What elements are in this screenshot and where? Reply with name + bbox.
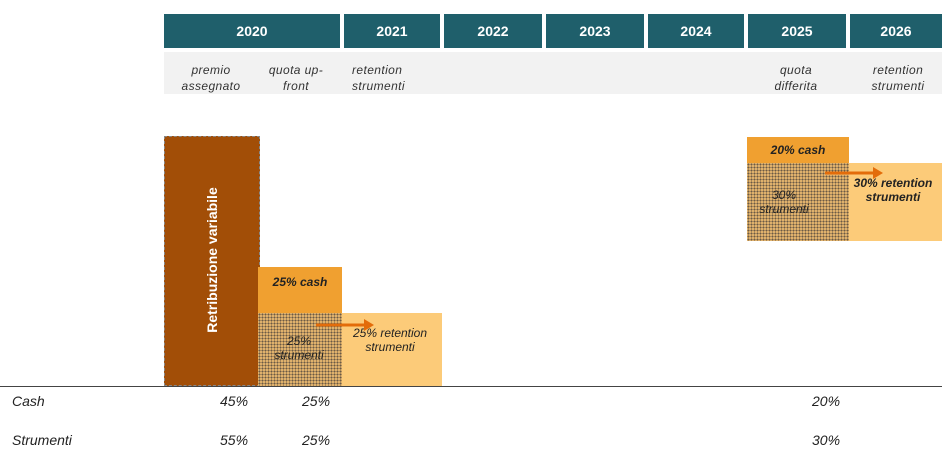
year-label: 2023 xyxy=(579,23,611,39)
year-label: 2022 xyxy=(477,23,509,39)
sub-label-row xyxy=(164,52,942,94)
row-label-strumenti: Strumenti xyxy=(12,432,72,448)
year-2021: 2021 xyxy=(344,14,440,48)
arrow-2020-to-2021 xyxy=(316,319,374,331)
sub-retention-2021: retention strumenti xyxy=(352,63,405,93)
year-2023: 2023 xyxy=(546,14,644,48)
year-label: 2021 xyxy=(376,23,408,39)
upfront-cash-label: 25% cash xyxy=(272,275,328,289)
deferred-cash-block xyxy=(747,137,849,163)
arrow-2025-to-2026 xyxy=(825,167,883,179)
strumenti-upfront: 25% xyxy=(302,432,331,448)
year-2025: 2025 xyxy=(748,14,846,48)
year-label: 2024 xyxy=(680,23,712,39)
deferred-strumenti-block xyxy=(747,163,849,241)
cash-upfront: 25% xyxy=(302,393,331,409)
cash-deferred: 20% xyxy=(812,393,841,409)
deferred-cash-label: 20% cash xyxy=(770,143,826,157)
strumenti-deferred: 30% xyxy=(812,432,841,448)
year-label: 2025 xyxy=(781,23,813,39)
year-label: 2020 xyxy=(236,23,268,39)
year-2024: 2024 xyxy=(648,14,744,48)
sub-premio-assegnato: premio assegnato xyxy=(181,63,241,93)
variable-pay-bar xyxy=(164,136,260,386)
baseline xyxy=(0,386,942,387)
retention-2021-label: 25% retention strumenti xyxy=(350,326,430,354)
year-label: 2026 xyxy=(880,23,912,39)
upfront-cash-block xyxy=(258,267,342,313)
year-2022: 2022 xyxy=(444,14,542,48)
strumenti-2020-total: 55% xyxy=(220,432,249,448)
upfront-strumenti-label: 25% strumenti xyxy=(274,334,324,362)
retention-2026-block xyxy=(849,163,942,241)
variable-pay-label: Retribuzione variabile xyxy=(204,187,220,333)
sub-quota-upfront: quota up-front xyxy=(268,63,324,93)
sub-quota-differita: quota differita xyxy=(774,63,818,93)
row-label-cash: Cash xyxy=(12,393,45,409)
year-2020: 2020 xyxy=(164,14,340,48)
deferred-strumenti-label: 30% strumenti xyxy=(759,188,809,216)
retention-2021-text: 25% retention strumenti xyxy=(352,326,428,354)
cash-2020-total: 45% xyxy=(220,393,249,409)
year-2026: 2026 xyxy=(850,14,942,48)
sub-retention-2026: retention strumenti xyxy=(871,63,925,93)
retention-2026-label: 30% retention strumenti xyxy=(853,176,933,204)
